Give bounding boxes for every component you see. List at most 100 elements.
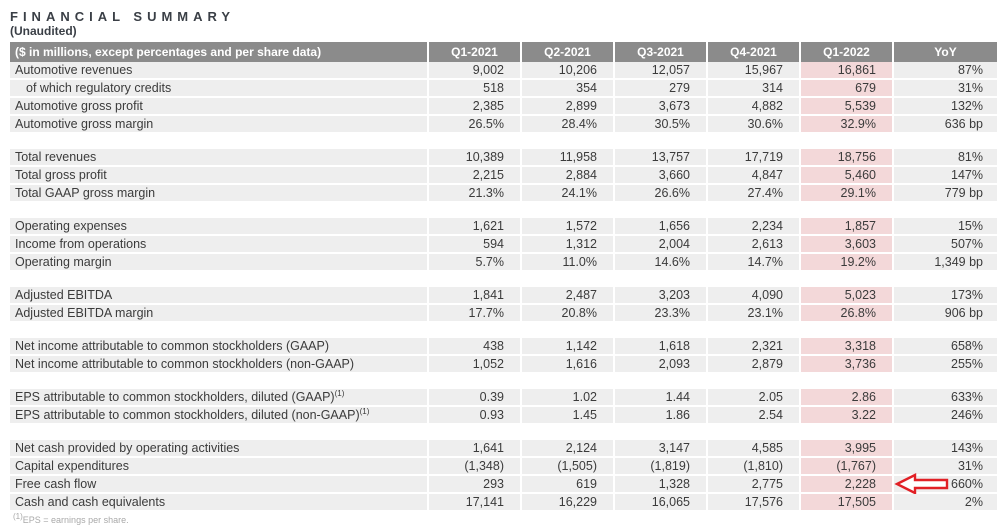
cell-yoy: 636 bp <box>893 115 997 134</box>
row-label: Cash and cash equivalents <box>10 493 429 512</box>
group-spacer-row <box>10 373 997 389</box>
cell-q2-2021: 1,572 <box>521 218 615 236</box>
left-block-arrow-icon <box>894 473 950 495</box>
footnote-text: EPS = earnings per share. <box>22 515 129 525</box>
cell-q1-2022: 5,539 <box>800 97 894 116</box>
cell-q1-2021: 17,141 <box>428 493 522 512</box>
cell-q2-2021: 20.8% <box>521 304 615 323</box>
row-label: Automotive gross profit <box>10 97 429 116</box>
table-row: Total gross profit 2,215 2,884 3,660 4,847 5,… <box>10 166 997 185</box>
cell-q1-2021: 1,052 <box>428 355 522 374</box>
cell-q1-2022: 2,228 <box>800 475 894 494</box>
cell-q1-2021: 1,841 <box>428 287 522 305</box>
row-label: Adjusted EBITDA margin <box>10 304 429 323</box>
cell-q1-2021: 1,621 <box>428 218 522 236</box>
table-row: Total GAAP gross margin 21.3% 24.1% 26.6% 27… <box>10 184 997 203</box>
cell-q1-2021: (1,348) <box>428 457 522 476</box>
cell-q2-2021: 11.0% <box>521 253 615 272</box>
cell-q2-2021: 28.4% <box>521 115 615 134</box>
label-superscript: (1) <box>359 406 370 416</box>
cell-yoy: 173% <box>893 287 997 305</box>
cell-q2-2021: 2,899 <box>521 97 615 116</box>
cell-q4-2021: (1,810) <box>707 457 801 476</box>
cell-q3-2021: 14.6% <box>614 253 708 272</box>
cell-q4-2021: 314 <box>707 79 801 98</box>
cell-q4-2021: 17,576 <box>707 493 801 512</box>
cell-q1-2022: 3,318 <box>800 338 894 356</box>
cell-q3-2021: 2,093 <box>614 355 708 374</box>
footnote-superscript: (1) <box>13 512 23 521</box>
cell-q2-2021: 2,884 <box>521 166 615 185</box>
cell-q3-2021: 3,203 <box>614 287 708 305</box>
cell-q1-2022: 29.1% <box>800 184 894 203</box>
cell-q4-2021: 4,847 <box>707 166 801 185</box>
eps-footnote: (1)EPS = earnings per share. <box>13 512 997 526</box>
cell-q3-2021: 3,660 <box>614 166 708 185</box>
cell-yoy: 147% <box>893 166 997 185</box>
cell-q1-2022: 3,995 <box>800 440 894 458</box>
cell-q1-2022: 3,603 <box>800 235 894 254</box>
cell-q4-2021: 4,882 <box>707 97 801 116</box>
cell-q2-2021: 24.1% <box>521 184 615 203</box>
cell-q2-2021: 619 <box>521 475 615 494</box>
cell-q4-2021: 4,090 <box>707 287 801 305</box>
cell-q2-2021: 2,487 <box>521 287 615 305</box>
cell-q2-2021: (1,505) <box>521 457 615 476</box>
row-label: Net income attributable to common stockh… <box>10 355 429 374</box>
row-label: Total GAAP gross margin <box>10 184 429 203</box>
cell-q1-2021: 438 <box>428 338 522 356</box>
cell-q4-2021: 23.1% <box>707 304 801 323</box>
cell-q1-2022: 5,460 <box>800 166 894 185</box>
group-spacer-row <box>10 271 997 287</box>
row-label: Automotive revenues <box>10 62 429 80</box>
cell-q4-2021: 2.54 <box>707 406 801 425</box>
cell-yoy: 255% <box>893 355 997 374</box>
cell-q4-2021: 2,234 <box>707 218 801 236</box>
row-label: Operating expenses <box>10 218 429 236</box>
cell-q3-2021: 279 <box>614 79 708 98</box>
cell-q1-2022: 19.2% <box>800 253 894 272</box>
group-spacer-row <box>10 322 997 338</box>
row-label: Capital expenditures <box>10 457 429 476</box>
cell-q1-2022: 3,736 <box>800 355 894 374</box>
cell-q1-2022: 1,857 <box>800 218 894 236</box>
cell-yoy: 660% <box>893 473 997 495</box>
group-spacer-row <box>10 202 997 218</box>
row-label: Net cash provided by operating activitie… <box>10 440 429 458</box>
cell-yoy: 81% <box>893 149 997 167</box>
cell-yoy: 143% <box>893 440 997 458</box>
cell-q4-2021: 17,719 <box>707 149 801 167</box>
row-label: EPS attributable to common stockholders,… <box>10 406 429 425</box>
cell-yoy: 132% <box>893 97 997 116</box>
cell-q1-2021: 2,385 <box>428 97 522 116</box>
cell-q3-2021: 3,673 <box>614 97 708 116</box>
table-row: EPS attributable to common stockholders,… <box>10 406 997 425</box>
table-row: Automotive revenues 9,002 10,206 12,057 15,9… <box>10 62 997 80</box>
cell-q1-2021: 293 <box>428 475 522 494</box>
cell-yoy: 15% <box>893 218 997 236</box>
page-subtitle: (Unaudited) <box>10 24 77 38</box>
row-label: of which regulatory credits <box>10 79 429 98</box>
cell-q3-2021: 30.5% <box>614 115 708 134</box>
cell-q1-2021: 10,389 <box>428 149 522 167</box>
cell-q3-2021: 3,147 <box>614 440 708 458</box>
financial-summary-table: ($ in millions, except percentages and p… <box>10 42 997 512</box>
cell-yoy: 507% <box>893 235 997 254</box>
cell-q2-2021: 1,142 <box>521 338 615 356</box>
row-label: Free cash flow <box>10 475 429 494</box>
cell-q3-2021: 2,004 <box>614 235 708 254</box>
table-row: of which regulatory credits 518 354 279 314 6… <box>10 79 997 98</box>
row-label: Total gross profit <box>10 166 429 185</box>
cell-q1-2021: 9,002 <box>428 62 522 80</box>
row-label: Total revenues <box>10 149 429 167</box>
row-label: Income from operations <box>10 235 429 254</box>
cell-q1-2022: 17,505 <box>800 493 894 512</box>
column-header-q2-2021: Q2-2021 <box>521 42 615 62</box>
cell-yoy: 779 bp <box>893 184 997 203</box>
cell-q4-2021: 4,585 <box>707 440 801 458</box>
cell-q4-2021: 14.7% <box>707 253 801 272</box>
cell-q1-2022: 3.22 <box>800 406 894 425</box>
table-row: Operating margin 5.7% 11.0% 14.6% 14.7% 19.2%… <box>10 253 997 272</box>
cell-yoy: 658% <box>893 338 997 356</box>
cell-q4-2021: 15,967 <box>707 62 801 80</box>
